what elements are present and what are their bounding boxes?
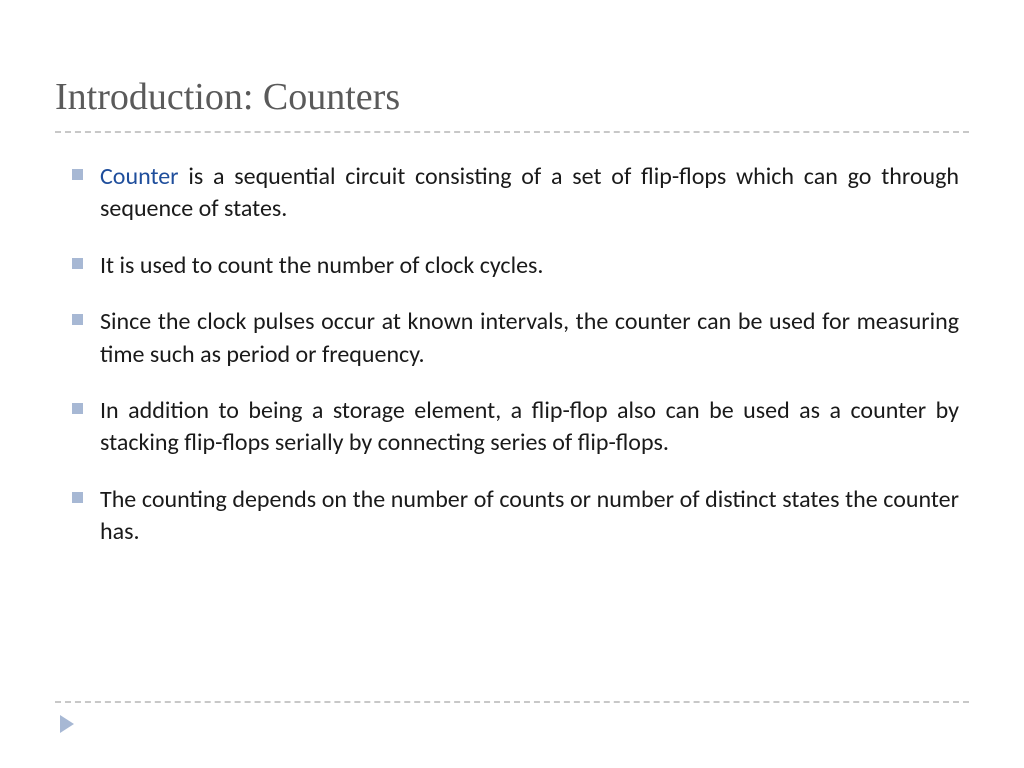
bullet-marker-icon: [72, 169, 83, 180]
bullet-text: The counting depends on the number of co…: [100, 485, 959, 546]
slide-container: Introduction: Counters Counter is a sequ…: [0, 0, 1024, 768]
keyword-text: Counter: [100, 162, 179, 191]
bullet-marker-icon: [72, 258, 83, 269]
bullet-marker-icon: [72, 492, 83, 503]
divider-top: [55, 131, 969, 133]
bullet-text: In addition to being a storage element, …: [100, 396, 959, 457]
bullet-item: The counting depends on the number of co…: [100, 484, 959, 549]
bullet-text: It is used to count the number of clock …: [100, 251, 543, 280]
bullet-text: is a sequential circuit consisting of a …: [100, 162, 959, 223]
slide-title: Introduction: Counters: [55, 75, 969, 119]
content-area: Counter is a sequential circuit consisti…: [55, 161, 969, 549]
next-arrow-icon[interactable]: [60, 715, 74, 733]
bullet-item: Counter is a sequential circuit consisti…: [100, 161, 959, 226]
bullet-item: In addition to being a storage element, …: [100, 395, 959, 460]
bullet-marker-icon: [72, 403, 83, 414]
bullet-item: It is used to count the number of clock …: [100, 250, 959, 282]
bullet-text: Since the clock pulses occur at known in…: [100, 307, 959, 368]
divider-bottom: [55, 701, 969, 703]
bullet-marker-icon: [72, 314, 83, 325]
bullet-item: Since the clock pulses occur at known in…: [100, 306, 959, 371]
